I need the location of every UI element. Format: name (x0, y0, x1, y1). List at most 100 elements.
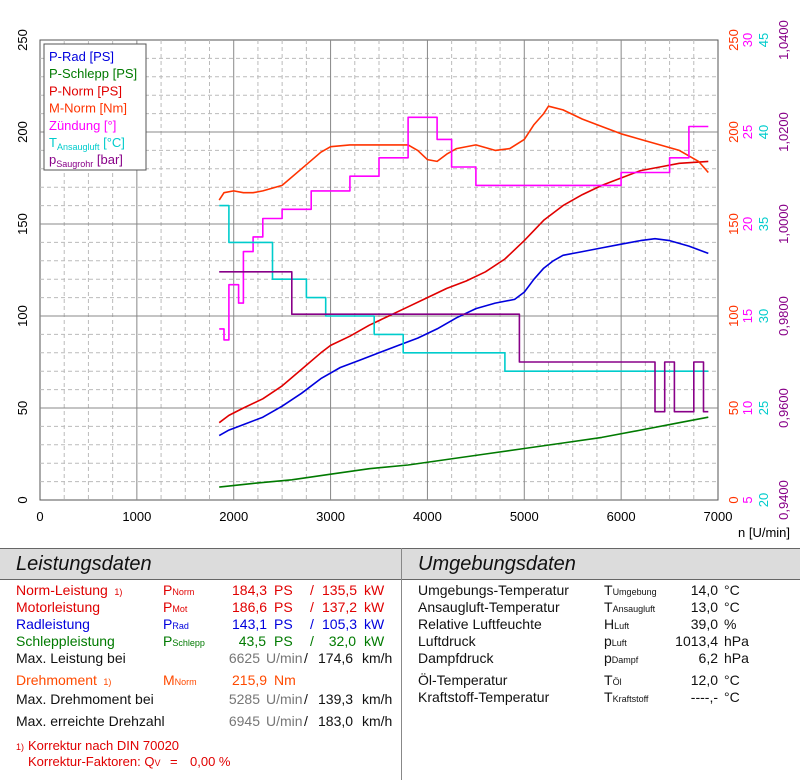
umgebung-label: Ansaugluft-Temperatur (418, 599, 560, 615)
legend-entry: P-Norm [PS] (49, 83, 122, 98)
umgebung-symbol-sub: Luft (611, 638, 627, 648)
umgebung-row: Luftdruck pLuft 1013,4 hPa (402, 633, 800, 650)
leistung-label: Motorleistung (16, 599, 101, 615)
leistung-value-ps: 186,6 (232, 599, 268, 615)
umgebung-label: Relative Luftfeuchte (418, 616, 542, 632)
umgebung-label: Luftdruck (418, 633, 476, 649)
right-axis-tick-label: 0 (726, 496, 741, 503)
umgebung-symbol: TÖl (604, 672, 622, 688)
rpm-unit: U/min (266, 691, 303, 707)
speed-unit: km/h (362, 713, 393, 729)
umgebung-symbol: TKraftstoff (604, 689, 649, 705)
right-axis-tick-label: 25 (740, 125, 755, 139)
legend-entry: P-Rad [PS] (49, 49, 114, 64)
leistung-symbol-sub: Norm (172, 587, 195, 597)
right-axis-tick-label: 20 (740, 217, 755, 231)
right-axis-tick-label: 35 (756, 217, 771, 231)
umgebung-row: Relative Luftfeuchte HLuft 39,0% (402, 616, 800, 633)
speed-value: 139,3 (318, 691, 354, 707)
korrektur-label: 1) Korrektur nach DIN 70020 (16, 738, 180, 753)
right-axis-tick-label: 40 (756, 125, 771, 139)
leistung-label: Schleppleistung (16, 633, 115, 649)
chart-legend: P-Rad [PS] P-Schlepp [PS] P-Norm [PS] M-Nor… (43, 43, 147, 171)
row-label: Max. erreichte Drehzahl (16, 713, 165, 729)
y-tick-label: 200 (15, 121, 30, 143)
umgebung-symbol-sub: Dampf (611, 655, 639, 665)
umgebung-label: Öl-Temperatur (418, 672, 508, 688)
separator: / (304, 691, 308, 707)
leistung-unit-kw: kW (364, 599, 385, 615)
max-drehmoment-row: Max. Drehmoment bei 5285 U/min/ 139,3 km/h (0, 691, 400, 708)
x-tick-label: 7000 (704, 509, 733, 524)
right-axis-tick-label: 1,0400 (776, 20, 791, 60)
row-label: Max. Leistung bei (16, 650, 126, 666)
series-line (219, 204, 709, 373)
leistung-unit-ps: PS (274, 616, 293, 632)
legend-entry: pSaugrohr [bar] (49, 152, 123, 169)
korrektur-row: 1) Korrektur nach DIN 70020 (0, 738, 400, 755)
right-axis-tick-label: 0,9800 (776, 296, 791, 336)
umgebung-unit: hPa (724, 650, 749, 666)
right-axis-tick-label: 0,9400 (776, 480, 791, 520)
umgebung-unit: °C (724, 689, 740, 705)
drehmoment-value: 215,9 (232, 672, 268, 688)
leistung-value-ps: 143,1 (232, 616, 268, 632)
max-drehzahl-row: Max. erreichte Drehzahl 6945 U/min/ 183,0 km… (0, 713, 400, 730)
leistung-unit-ps: PS (274, 599, 293, 615)
umgebung-label: Dampfdruck (418, 650, 494, 666)
drehmoment-label: Drehmoment 1) (16, 672, 112, 688)
drehmoment-unit: Nm (274, 672, 296, 688)
leistung-symbol: PRad (163, 616, 189, 632)
umgebung-symbol-sub: Kraftstoff (612, 694, 649, 704)
umgebung-value: 14,0 (690, 582, 718, 598)
umgebung-row: Umgebungs-Temperatur TUmgebung 14,0 °C (402, 582, 800, 599)
rpm-value: 5285 (228, 691, 260, 707)
umgebung-unit: °C (724, 599, 740, 615)
right-axis-tick-label: 1,0000 (776, 204, 791, 244)
leistung-label: Norm-Leistung 1) (16, 582, 123, 598)
separator: / (304, 650, 308, 666)
rpm-value: 6625 (228, 650, 260, 666)
umgebung-symbol: pLuft (604, 633, 627, 649)
row-label: Max. Drehmoment bei (16, 691, 154, 707)
korrektur-faktor-label: Korrektur-Faktoren: QV (28, 754, 161, 769)
umgebung-symbol: pDampf (604, 650, 639, 666)
umgebungsdaten-panel: Umgebungsdaten Umgebungs-Temperatur TUmge… (402, 548, 800, 780)
leistungsdaten-panel: Leistungsdaten Norm-Leistung 1) PNorm 184,… (0, 548, 402, 780)
y-tick-label: 50 (15, 401, 30, 415)
leistung-value-kw: 137,2 (322, 599, 358, 615)
equals-sign: = (170, 754, 178, 769)
y-tick-label: 250 (15, 29, 30, 51)
right-axis-tick-label: 25 (756, 401, 771, 415)
right-axis-tick-label: 15 (740, 309, 755, 323)
umgebung-symbol-sub: Ansaugluft (612, 604, 656, 614)
legend-entry: P-Schlepp [PS] (49, 66, 137, 81)
umgebung-row: Kraftstoff-Temperatur TKraftstoff ----,- °C (402, 689, 800, 706)
y-tick-label: 100 (15, 305, 30, 327)
umgebung-symbol-sub: Luft (614, 621, 630, 631)
leistung-unit-kw: kW (364, 633, 385, 649)
right-axis-tick-label: 5 (740, 496, 755, 503)
speed-unit: km/h (362, 691, 393, 707)
max-leistung-row: Max. Leistung bei 6625 U/min/ 174,6 km/h (0, 650, 400, 667)
plot-frame (39, 39, 719, 501)
right-axis-tick-label: 10 (740, 401, 755, 415)
right-axis-tick-label: 50 (726, 401, 741, 415)
umgebung-row: Ansaugluft-Temperatur TAnsaugluft 13,0 °C (402, 599, 800, 616)
chart-grid (39, 39, 719, 501)
x-tick-label: 4000 (413, 509, 442, 524)
x-tick-label: 2000 (219, 509, 248, 524)
leistung-unit-kw: kW (364, 582, 385, 598)
umgebung-symbol: TAnsaugluft (604, 599, 656, 615)
leistung-unit-ps: PS (274, 582, 293, 598)
umgebung-label: Umgebungs-Temperatur (418, 582, 569, 598)
chart-series (218, 105, 709, 488)
leistung-row: Motorleistung PMot 186,6 PS / 137,2 kW (0, 599, 400, 616)
umgebung-unit: hPa (724, 633, 749, 649)
umgebung-symbol-sub: Öl (612, 677, 622, 687)
right-axis-tick-label: 250 (726, 29, 741, 51)
leistung-value-kw: 105,3 (322, 616, 358, 632)
leistung-unit-ps: PS (274, 633, 293, 649)
umgebung-symbol: HLuft (604, 616, 630, 632)
